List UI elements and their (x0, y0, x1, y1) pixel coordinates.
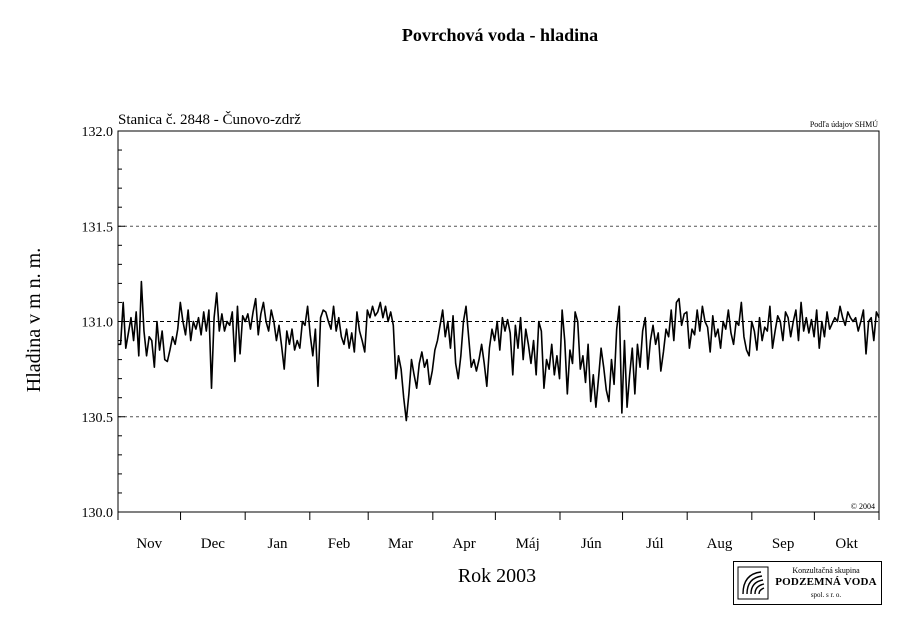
x-axis-label: Rok 2003 (458, 565, 536, 587)
logo-line-2: PODZEMNÁ VODA (775, 576, 877, 588)
logo-line-3: spol. s r. o. (810, 591, 842, 599)
x-tick-label: Dec (201, 536, 225, 552)
x-tick-label: Okt (835, 536, 858, 552)
copyright-note: © 2004 (851, 502, 875, 511)
y-tick-label: 131.5 (82, 220, 114, 235)
y-axis: 130.0 130.5 131.0 131.5 132.0 (82, 125, 125, 521)
chart-title: Povrchová voda - hladina (402, 25, 598, 45)
x-axis: Nov Dec Jan Feb Mar Apr Máj Jún Júl Aug Sep Okt (117, 512, 880, 552)
water-spiral-icon (737, 566, 769, 600)
x-tick-label: Máj (516, 536, 540, 552)
x-tick-label: Feb (328, 536, 351, 552)
y-tick-label: 130.0 (82, 506, 114, 521)
y-tick-label: 130.5 (82, 411, 114, 426)
x-tick-label: Jún (581, 536, 602, 552)
x-tick-label: Jan (267, 536, 287, 552)
x-tick-label: Júl (646, 536, 664, 552)
station-label: Stanica č. 2848 - Čunovo-zdrž (118, 111, 301, 128)
y-axis-label: Hladina v m n. m. (23, 248, 45, 392)
x-tick-label: Mar (388, 536, 413, 552)
x-tick-label: Sep (772, 536, 795, 552)
y-tick-label: 132.0 (82, 125, 114, 140)
x-tick-label: Aug (707, 536, 733, 552)
series-line-water-level (118, 280, 880, 422)
company-logo: Konzultačná skupina PODZEMNÁ VODA spol. … (733, 561, 882, 605)
source-note: Podľa údajov SHMÚ (810, 119, 878, 129)
y-tick-label: 131.0 (82, 316, 114, 331)
logo-line-1: Konzultačná skupina (792, 566, 860, 575)
x-tick-label: Apr (452, 536, 475, 552)
x-tick-label: Nov (136, 536, 162, 552)
